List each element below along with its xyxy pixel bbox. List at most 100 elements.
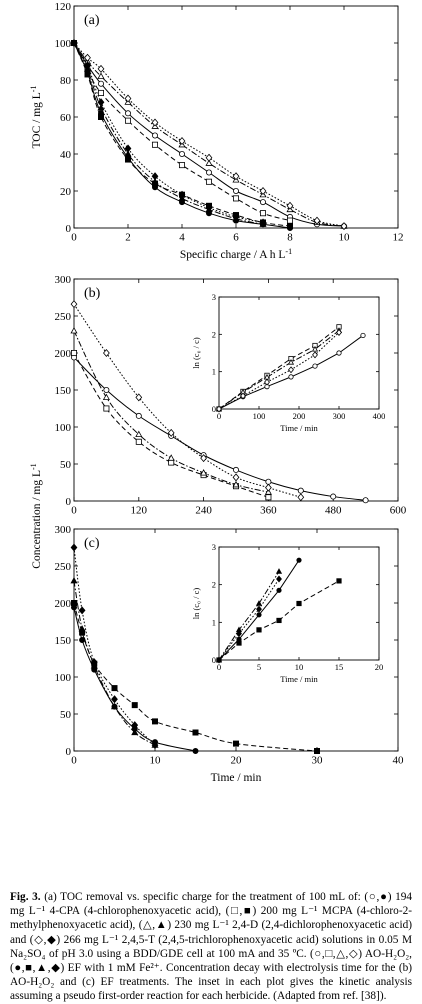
marker-diamond-open [288,366,294,374]
marker-diamond-open [313,216,321,225]
plot-frame [73,528,399,752]
marker-square-open [98,89,105,96]
series-line-triangle-filled [73,580,156,746]
y-tick-label: 0 [66,496,72,508]
y-tick-label: 60 [60,112,72,124]
marker-square-open [286,217,293,224]
x-axis-label: Specific charge / A h L-1 [180,247,292,262]
figure-caption: Fig. 3. (a) TOC removal vs. specific cha… [10,890,412,1004]
x-tick-label: 480 [325,505,342,517]
y-tick-label: 3 [212,542,216,552]
marker-diamond-open [151,118,159,127]
marker-diamond-open [340,222,348,231]
y-tick-label: 100 [55,38,72,50]
y-tick-label: 300 [55,274,72,286]
x-tick-label: 360 [260,505,277,517]
marker-diamond-filled [90,658,98,667]
marker-diamond-open [232,172,240,181]
y-tick-label: 1 [212,367,216,377]
marker-triangle-filled [131,728,139,736]
marker-square-filled [296,600,302,607]
y-axis-label: ln (c₀ / c) [191,337,201,369]
marker-square-filled [71,600,78,607]
marker-diamond-filled [151,172,159,181]
x-tick-label: 0 [71,232,77,244]
marker-square-open [125,117,132,124]
marker-circle-open [178,150,185,157]
marker-triangle-open [102,393,110,401]
x-tick-label: 200 [293,411,306,421]
x-tick-label: 0 [217,662,221,672]
marker-triangle-open [70,326,78,334]
marker-circle-open [205,169,212,176]
marker-triangle-open [311,345,319,352]
x-tick-label: 4 [179,232,185,244]
marker-square-open [135,438,142,445]
marker-diamond-open [286,201,294,210]
marker-square-filled [313,748,320,755]
series-line-square-filled [73,42,291,227]
marker-square-filled [84,71,91,78]
y-tick-label: 0 [66,223,72,235]
marker-circle-open [259,199,266,206]
y-tick-label: 1 [212,617,216,627]
marker-triangle-filled [110,702,119,710]
marker-square-filled [256,627,262,633]
y-tick-label: 0 [212,655,216,665]
marker-triangle-open [232,480,240,488]
marker-diamond-filled [70,543,78,552]
x-axis-label: Time / min [280,674,318,684]
series-line-square-open [73,352,269,498]
marker-diamond-filled [178,190,186,199]
y-tick-label: 200 [55,348,72,360]
marker-square-open [151,141,158,148]
panel-label: (a) [84,13,100,28]
y-tick-label: 300 [55,524,72,536]
x-tick-label: 15 [335,662,344,672]
x-tick-label: 6 [233,232,239,244]
marker-square-open [168,459,175,466]
plot-frame [73,5,399,229]
marker-triangle-open [97,72,105,79]
marker-diamond-open [312,351,318,359]
x-tick-label: 0 [217,411,221,421]
series-line-triangle-filled [218,571,280,661]
series-line-diamond-filled [73,547,156,746]
marker-diamond-filled [205,203,213,212]
series-line-triangle-open [73,330,269,493]
x-tick-label: 30 [312,755,324,767]
series-line-triangle-open [73,42,345,227]
marker-diamond-open [70,300,78,309]
marker-diamond-open [216,405,222,413]
marker-diamond-filled [97,98,105,107]
marker-diamond-open [97,64,105,73]
series-line-circle-filled [73,42,291,229]
panel-label: (b) [84,286,101,301]
y-tick-label: 3 [212,292,216,302]
marker-diamond-filled [259,218,267,227]
marker-triangle-filled [275,568,283,574]
shared-y-axis-label: Concentration / mg L-1 [29,463,44,568]
marker-diamond-filled [78,606,86,615]
marker-circle-open [232,466,239,473]
marker-triangle-filled [78,625,86,632]
marker-diamond-open [167,428,175,437]
marker-diamond-filled [232,212,240,221]
marker-diamond-open [264,378,270,386]
y-tick-label: 250 [55,561,72,573]
marker-triangle-filled [70,576,78,584]
marker-diamond-open [103,349,110,357]
marker-square-open [265,494,272,501]
y-tick-label: 120 [55,1,72,13]
marker-diamond-open [232,473,240,482]
marker-square-filled [98,114,105,121]
y-axis-label: TOC / mg L-1 [29,85,44,148]
panel-undefined: 0 100 200 300 400 0 1 2 3 Time / min ln (c₀ / c) [191,292,385,433]
series-line-diamond-filled [218,578,280,661]
marker-diamond-filled [151,741,159,750]
x-tick-label: 600 [390,505,407,517]
marker-diamond-open [240,392,246,400]
series-line-triangle-open [218,330,340,410]
